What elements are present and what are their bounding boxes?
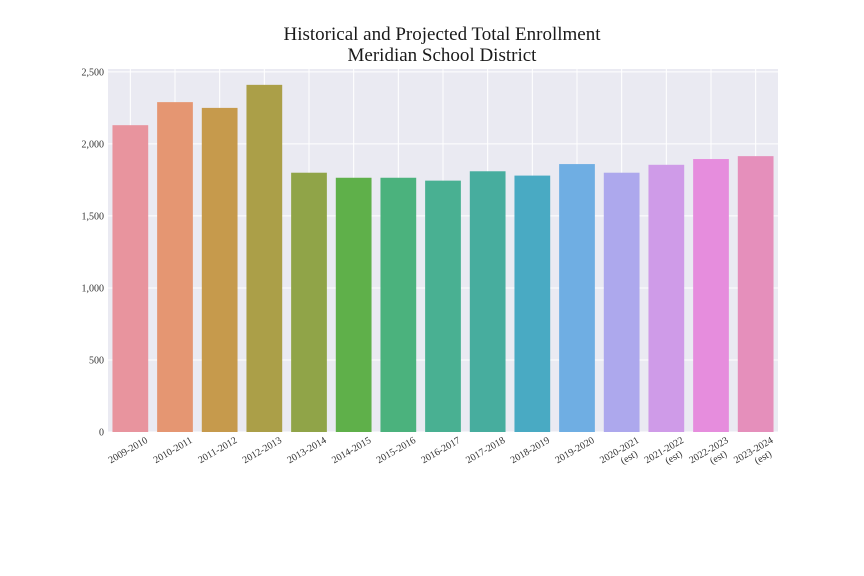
x-axis-ticks: 2009-2010 2010-2011 2011-2012 2012-2013 2013… xyxy=(107,435,775,467)
x-tick-label-line1: 2016-2017 xyxy=(419,435,462,466)
x-tick-label-line1: 2012-2013 xyxy=(241,435,284,466)
bar-2010-2011 xyxy=(157,102,193,432)
bar-2016-2017 xyxy=(425,180,461,432)
bar-2012-2013 xyxy=(246,84,283,432)
x-tick-label-line1: 2019-2020 xyxy=(553,435,596,466)
bar-2023-2024 xyxy=(737,156,774,432)
x-tick-label-line1: 2009-2010 xyxy=(107,435,150,466)
x-tick-label: 2019-2020 xyxy=(553,435,596,466)
x-tick-label: 2015-2016 xyxy=(375,435,418,466)
x-tick-label: 2012-2013 xyxy=(241,435,284,466)
x-tick-label-line1: 2014-2015 xyxy=(330,435,373,466)
y-tick-label: 500 xyxy=(89,355,104,366)
y-tick-label: 0 xyxy=(99,428,104,439)
chart-subtitle: Meridian School District xyxy=(347,45,537,66)
x-tick-label-line1: 2015-2016 xyxy=(375,435,418,466)
x-tick-label: 2011-2012 xyxy=(196,435,239,466)
bar-2020-2021 xyxy=(603,172,640,432)
x-tick-label: 2023-2024(est) xyxy=(732,435,775,467)
bars xyxy=(112,84,774,433)
x-tick-label: 2016-2017 xyxy=(419,435,462,466)
chart-title-line1: Historical and Projected Total Enrollmen… xyxy=(283,24,601,45)
x-tick-label: 2010-2011 xyxy=(152,435,195,466)
x-tick-label: 2009-2010 xyxy=(107,435,150,466)
x-tick-label-line1: 2010-2011 xyxy=(152,435,195,466)
bar-2018-2019 xyxy=(514,175,551,432)
x-tick-label: 2018-2019 xyxy=(509,435,552,466)
bar-2019-2020 xyxy=(559,164,595,433)
bar-2022-2023 xyxy=(693,159,729,432)
y-tick-label: 1,000 xyxy=(82,283,105,294)
y-tick-label: 2,000 xyxy=(82,139,105,150)
y-tick-label: 1,500 xyxy=(82,211,105,222)
bar-2017-2018 xyxy=(469,171,506,432)
x-tick-label-line1: 2018-2019 xyxy=(509,435,552,466)
x-tick-label: 2022-2023(est) xyxy=(687,435,730,467)
x-tick-label-line1: 2011-2012 xyxy=(196,435,239,466)
bar-2013-2014 xyxy=(291,172,327,432)
y-tick-label: 2,500 xyxy=(82,67,105,78)
bar-2009-2010 xyxy=(112,125,149,432)
x-tick-label-line1: 2017-2018 xyxy=(464,435,507,466)
bar-2014-2015 xyxy=(335,177,372,432)
x-tick-label: 2014-2015 xyxy=(330,435,373,466)
x-tick-label: 2021-2022(est) xyxy=(643,435,686,467)
y-axis-ticks: 0 500 1,000 1,500 2,000 2,500 xyxy=(82,67,105,438)
x-tick-label-line1: 2013-2014 xyxy=(285,435,328,466)
bar-2021-2022 xyxy=(648,164,685,432)
x-tick-label: 2013-2014 xyxy=(285,435,328,466)
x-tick-label: 2020-2021(est) xyxy=(598,435,641,467)
bar-2015-2016 xyxy=(380,177,417,432)
bar-2011-2012 xyxy=(201,107,238,433)
x-tick-label: 2017-2018 xyxy=(464,435,507,466)
chart-title: Historical and Projected Total Enrollmen… xyxy=(0,24,864,66)
